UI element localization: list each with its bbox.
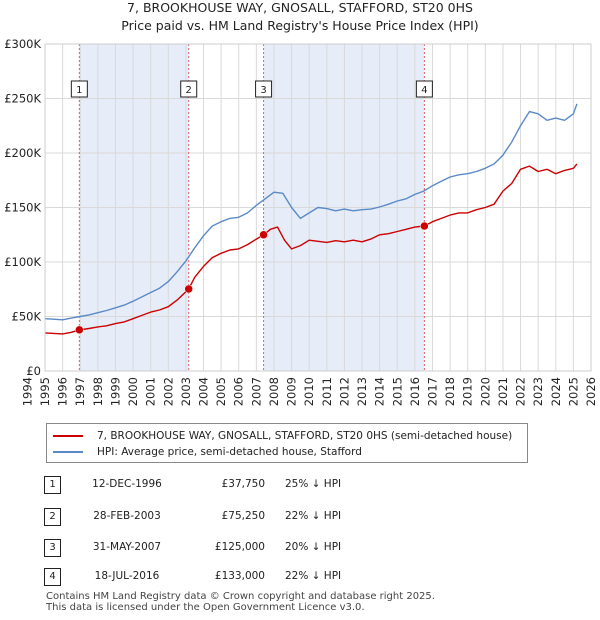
x-tick-label: 2008 — [267, 377, 281, 406]
chart-legend: 7, BROOKHOUSE WAY, GNOSALL, STAFFORD, ST… — [46, 423, 528, 463]
sale-hpi-diff: 22% ↓ HPI — [285, 570, 342, 582]
legend-swatch-property — [53, 435, 83, 437]
sale-marker-label: 1 — [76, 85, 82, 96]
plot-border — [44, 43, 592, 372]
sale-number-badge: 4 — [44, 568, 61, 586]
x-tick-label: 2016 — [408, 377, 422, 406]
y-tick-label: £100K — [4, 255, 41, 269]
sale-point — [184, 284, 193, 294]
sale-number-badge: 3 — [44, 539, 61, 557]
sale-marker-box — [415, 80, 433, 98]
x-tick-label: 2013 — [355, 377, 369, 406]
x-tick-label: 2015 — [390, 377, 404, 406]
x-tick-label: 1999 — [108, 377, 122, 406]
x-tick-label: 2018 — [443, 377, 457, 406]
sale-marker-box — [255, 80, 273, 98]
x-tick-label: 2012 — [337, 377, 351, 406]
sale-marker-label: 3 — [260, 85, 266, 96]
legend-label-property: 7, BROOKHOUSE WAY, GNOSALL, STAFFORD, ST… — [97, 430, 513, 442]
x-tick-label: 2004 — [197, 377, 211, 406]
legend-label-hpi: HPI: Average price, semi-detached house,… — [97, 446, 362, 458]
x-tick-label: 2007 — [249, 377, 263, 406]
x-tick-label: 2005 — [214, 377, 228, 406]
sale-marker-label: 2 — [186, 85, 192, 96]
sale-point — [259, 230, 268, 239]
table-row: 4 18-JUL-2016 £133,000 22% ↓ HPI — [0, 566, 600, 588]
x-tick-label: 2020 — [478, 377, 492, 406]
sale-number-badge: 1 — [44, 476, 61, 494]
sale-hpi-diff: 20% ↓ HPI — [285, 541, 342, 553]
sale-date: 18-JUL-2016 — [94, 570, 160, 582]
sale-marker-label: 4 — [421, 85, 427, 96]
x-tick-label: 2000 — [126, 377, 140, 406]
y-tick-label: £200K — [4, 146, 41, 160]
y-tick-label: £300K — [4, 37, 41, 51]
x-tick-label: 2006 — [232, 377, 246, 406]
x-tick-label: 2026 — [584, 377, 598, 406]
x-tick-label: 2024 — [549, 377, 563, 406]
legend-item-hpi: HPI: Average price, semi-detached house,… — [53, 444, 362, 460]
chart-title: 7, BROOKHOUSE WAY, GNOSALL, STAFFORD, ST… — [127, 0, 473, 15]
sale-point — [420, 221, 429, 231]
property-price-line — [44, 163, 578, 335]
x-tick-label: 2003 — [179, 377, 193, 406]
table-row: 1 12-DEC-1996 £37,750 25% ↓ HPI — [0, 474, 600, 496]
y-tick-label: £50K — [12, 310, 42, 324]
legend-swatch-hpi — [53, 451, 83, 453]
table-row: 3 31-MAY-2007 £125,000 20% ↓ HPI — [0, 537, 600, 559]
footer-line-copyright: Contains HM Land Registry data © Crown c… — [46, 591, 435, 602]
x-tick-label: 1994 — [20, 377, 34, 406]
footer-line-licence: This data is licensed under the Open Gov… — [46, 602, 365, 613]
x-tick-label: 2011 — [320, 377, 334, 406]
sale-price: £125,000 — [214, 541, 265, 553]
x-tick-label: 2014 — [373, 377, 387, 406]
sale-hpi-diff: 22% ↓ HPI — [285, 510, 342, 522]
x-tick-label: 1996 — [56, 377, 70, 406]
sale-price: £75,250 — [221, 510, 265, 522]
sale-hpi-diff: 25% ↓ HPI — [285, 478, 342, 490]
x-tick-label: 2025 — [566, 377, 580, 406]
legend-item-property: 7, BROOKHOUSE WAY, GNOSALL, STAFFORD, ST… — [53, 428, 512, 444]
sale-price: £37,750 — [221, 478, 265, 490]
footer-attribution: Contains HM Land Registry data © Crown c… — [46, 591, 435, 613]
sale-date: 12-DEC-1996 — [92, 478, 162, 490]
x-tick-label: 2022 — [514, 377, 528, 406]
x-tick-label: 2001 — [144, 377, 158, 406]
sale-marker-box — [70, 80, 88, 98]
x-tick-label: 2009 — [285, 377, 299, 406]
table-row: 2 28-FEB-2003 £75,250 22% ↓ HPI — [0, 506, 600, 528]
x-tick-label: 2019 — [461, 377, 475, 406]
x-tick-label: 2021 — [496, 377, 510, 406]
x-tick-label: 2002 — [161, 377, 175, 406]
sale-date: 31-MAY-2007 — [92, 541, 162, 553]
sale-price: £133,000 — [214, 570, 265, 582]
x-tick-label: 1997 — [73, 377, 87, 406]
y-tick-label: £150K — [4, 201, 41, 215]
x-tick-label: 2017 — [425, 377, 439, 406]
hpi-line — [44, 103, 578, 321]
y-tick-label: £250K — [4, 92, 41, 106]
x-tick-label: 2010 — [302, 377, 316, 406]
chart-subtitle: Price paid vs. HM Land Registry's House … — [121, 18, 478, 33]
y-tick-label: £0 — [26, 364, 41, 378]
sale-number-badge: 2 — [44, 508, 61, 526]
sale-point — [75, 325, 84, 335]
x-tick-label: 1995 — [38, 377, 52, 406]
sale-marker-box — [180, 80, 198, 98]
x-tick-label: 1998 — [91, 377, 105, 406]
price-chart: 7, BROOKHOUSE WAY, GNOSALL, STAFFORD, ST… — [4, 0, 598, 406]
x-tick-label: 2023 — [531, 377, 545, 406]
sale-date: 28-FEB-2003 — [93, 510, 161, 522]
